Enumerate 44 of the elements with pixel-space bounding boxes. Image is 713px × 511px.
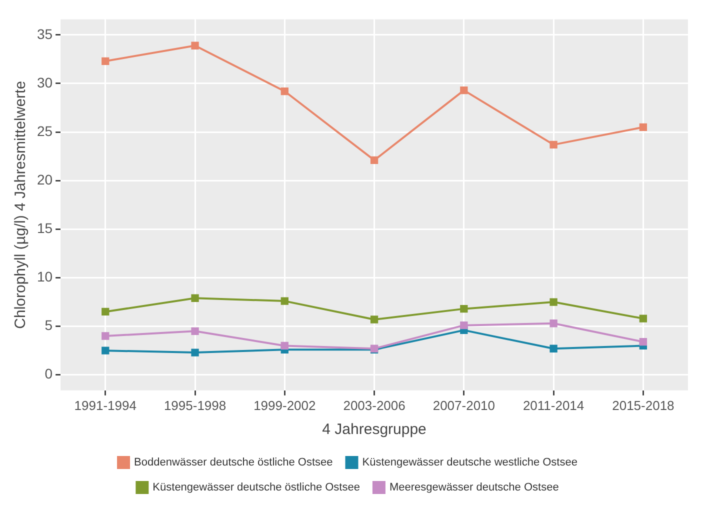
y-tick-label: 5 (44, 317, 53, 334)
point (102, 57, 110, 65)
point (550, 320, 558, 328)
x-axis-title: 4 Jahresgruppe (322, 421, 426, 438)
point (280, 87, 288, 96)
point (639, 314, 648, 322)
y-tick-label: 25 (36, 122, 53, 139)
legend-label: Boddenwässer deutsche östliche Ostsee (134, 456, 333, 469)
point (280, 342, 288, 350)
point (102, 332, 110, 340)
point (550, 344, 558, 352)
point (460, 322, 468, 330)
x-tick-label: 2007-2010 (432, 398, 496, 413)
point (191, 327, 199, 335)
point (191, 294, 199, 302)
point (370, 316, 378, 324)
point (550, 298, 558, 306)
legend-label: Küstengewässer deutsche westliche Ostsee (362, 456, 578, 469)
y-tick-label: 10 (36, 268, 53, 285)
legend-label: Meeresgewässer deutsche Ostsee (389, 482, 559, 494)
x-tick-label: 1991-1994 (74, 398, 136, 413)
point (639, 123, 648, 132)
x-tick-label: 2015-2018 (612, 398, 674, 413)
point (460, 304, 468, 313)
point (102, 308, 110, 316)
point (550, 140, 558, 149)
y-tick-label: 35 (36, 26, 53, 42)
y-tick-label: 20 (36, 171, 53, 188)
point (191, 42, 199, 50)
point (280, 297, 288, 305)
y-tick-label: 15 (36, 220, 53, 236)
x-tick-label: 2003-2006 (343, 398, 406, 413)
point (191, 348, 199, 356)
y-axis-title: Chlorophyll (µg/l) 4 Jahresmittelwerte (12, 80, 30, 329)
point (102, 346, 110, 354)
y-tick-label: 30 (36, 74, 53, 90)
y-tick-label: 0 (44, 366, 53, 382)
legend-label: Küstengewässer deutsche östliche Ostsee (152, 482, 360, 494)
x-tick-label: 2011-2014 (522, 398, 584, 413)
point (460, 86, 468, 94)
x-tick-label: 1995-1998 (164, 398, 226, 413)
x-tick-label: 1999-2002 (254, 398, 316, 413)
point (639, 338, 648, 346)
point (370, 156, 378, 164)
